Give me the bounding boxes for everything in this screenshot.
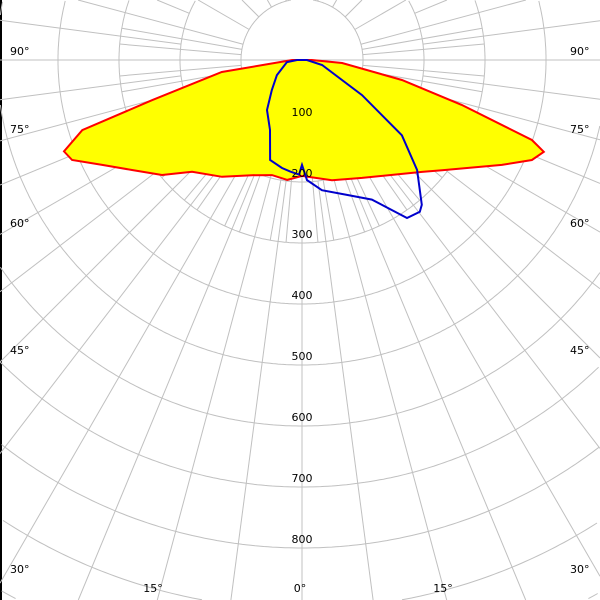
grid-spoke	[317, 118, 448, 600]
angle-tick-label-right: 75°	[570, 123, 590, 136]
grid-spoke	[230, 180, 287, 600]
grid-spoke-minor	[362, 64, 485, 77]
grid-spoke	[422, 75, 600, 100]
angle-tick-label-right: 45°	[570, 344, 590, 357]
radial-tick-label: 200	[292, 167, 313, 180]
angle-tick-label-left: 60°	[10, 217, 30, 230]
grid-spoke	[317, 180, 374, 600]
angle-tick-label-left: 75°	[10, 123, 30, 136]
grid-spoke	[197, 0, 250, 30]
grid-spoke	[77, 0, 244, 45]
grid-spoke	[414, 0, 448, 14]
radial-tick-label: 800	[292, 533, 313, 546]
grid-spoke	[375, 156, 600, 449]
grid-spoke	[422, 20, 600, 45]
grid-ring	[0, 267, 600, 427]
angle-tick-label-right: 30°	[570, 563, 590, 576]
grid-spoke-minor	[362, 43, 485, 56]
angle-tick-label-left: 30°	[10, 563, 30, 576]
angle-tick-label-right: 60°	[570, 217, 590, 230]
radial-tick-label: 400	[292, 289, 313, 302]
grid-spoke	[360, 0, 527, 45]
grid-spoke	[0, 156, 229, 454]
grid-spoke	[348, 172, 527, 600]
grid-spoke	[332, 0, 338, 8]
grid-spoke-minor	[361, 27, 483, 50]
grid-ring	[57, 0, 547, 305]
grid-spoke	[0, 75, 182, 101]
angle-tick-label-left: 90°	[10, 45, 30, 58]
grid-spoke	[266, 0, 272, 8]
grid-spoke	[241, 0, 260, 18]
grid-ring	[1, 590, 598, 600]
grid-spoke-minor	[119, 64, 242, 77]
grid-spoke	[156, 0, 190, 14]
grid-ring	[1, 444, 600, 549]
angle-tick-label-bottom: 15°	[143, 582, 163, 595]
grid-ring	[0, 361, 599, 488]
grid-spoke	[332, 112, 600, 577]
series-curve-0	[62, 59, 546, 182]
grid-spoke-minor	[119, 43, 242, 56]
grid-ring	[0, 1, 600, 366]
series-curve-1	[265, 59, 423, 220]
grid-ring	[2, 519, 598, 600]
angle-tick-label-bottom: 0°	[294, 582, 307, 595]
radial-tick-label: 300	[292, 228, 313, 241]
grid-spoke	[77, 172, 256, 600]
grid-spoke	[354, 0, 407, 30]
angle-tick-label-left: 45°	[10, 344, 30, 357]
angle-tick-label-right: 90°	[570, 45, 590, 58]
grid-spoke	[156, 118, 287, 600]
radial-tick-label: 500	[292, 350, 313, 363]
angle-tick-label-bottom: 15°	[433, 582, 453, 595]
radial-tick-label: 100	[292, 106, 313, 119]
grid-spoke	[344, 0, 363, 18]
grid-spoke	[0, 112, 272, 584]
radial-tick-label: 600	[292, 411, 313, 424]
grid-spoke-minor	[121, 27, 243, 50]
radial-tick-label: 700	[292, 472, 313, 485]
grid-spoke	[0, 19, 182, 45]
